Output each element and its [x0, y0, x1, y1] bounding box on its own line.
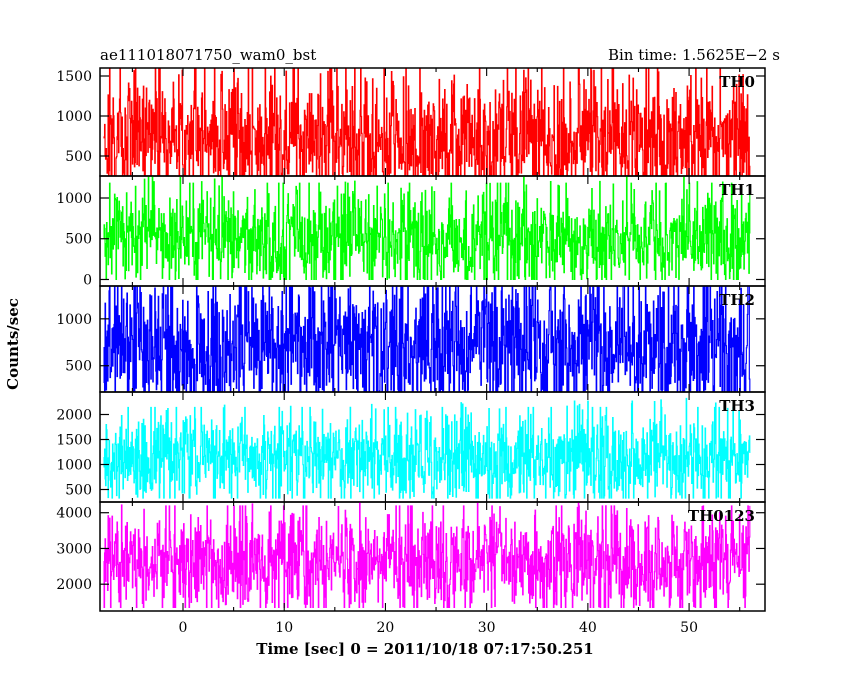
- y-tick-label: 500: [65, 359, 92, 375]
- y-tick-label: 1000: [56, 191, 92, 207]
- series-th1: [103, 176, 751, 281]
- panel-th3: 500 1000 1500 2000 TH3: [56, 391, 766, 503]
- series-th3: [103, 397, 751, 499]
- series-th0123: [103, 502, 751, 609]
- y-axis-label: Counts/sec: [4, 298, 22, 390]
- y-tick-label: 1000: [56, 312, 92, 328]
- y-tick-label: 0: [83, 272, 92, 288]
- x-tick-label: 10: [275, 620, 293, 636]
- panel-name-label: TH2: [719, 291, 755, 309]
- panel-th1: 0 500 1000 TH1: [56, 175, 766, 288]
- panel-frame: [99, 501, 766, 612]
- panel-th0123: 2000 3000 4000 TH0123: [56, 501, 766, 612]
- panel-th2: 500 1000 TH2: [56, 285, 766, 393]
- y-tick-label: 500: [65, 149, 92, 165]
- panel-name-label: TH3: [719, 397, 755, 415]
- y-tick-label: 1000: [56, 109, 92, 125]
- x-tick-label: 40: [579, 620, 597, 636]
- y-tick-label: 4000: [56, 506, 92, 522]
- panel-name-label: TH1: [719, 181, 755, 199]
- x-tick-label: 20: [377, 620, 395, 636]
- x-tick-label: 30: [478, 620, 496, 636]
- y-tick-label: 3000: [56, 541, 92, 557]
- y-tick-label: 1500: [56, 69, 92, 85]
- x-tick-label: 0: [179, 620, 188, 636]
- y-tick-label: 1000: [56, 458, 92, 474]
- series-th2: [103, 286, 751, 392]
- panel-th0: 500 1000 1500 TH0: [56, 67, 766, 177]
- x-axis-label: Time [sec] 0 = 2011/10/18 07:17:50.251: [256, 640, 593, 658]
- x-tick-label: 50: [680, 620, 698, 636]
- panel-name-label: TH0: [719, 73, 755, 91]
- x-axis: 0 10 20 30 40 50: [179, 620, 698, 636]
- figure-title: ae111018071750_wam0_bst: [100, 46, 316, 64]
- panel-name-label: TH0123: [688, 507, 755, 525]
- series-th0: [103, 68, 751, 176]
- y-tick-label: 500: [65, 483, 92, 499]
- y-tick-label: 1500: [56, 433, 92, 449]
- y-tick-label: 500: [65, 232, 92, 248]
- panels-group: 500 1000 1500 TH0 0 500 1000 TH1 500 1000 TH2 500 10…: [56, 67, 766, 612]
- y-tick-label: 2000: [56, 408, 92, 424]
- y-tick-label: 2000: [56, 577, 92, 593]
- bin-time-label: Bin time: 1.5625E−2 s: [608, 46, 780, 64]
